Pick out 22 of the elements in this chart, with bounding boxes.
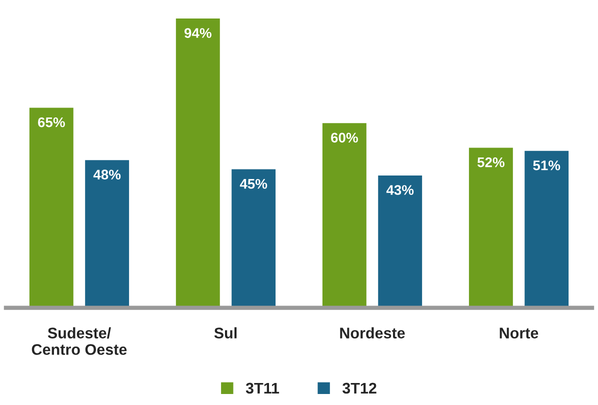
bar [85, 160, 130, 308]
legend-label: 3T11 [246, 382, 280, 394]
data-label: 94% [184, 28, 212, 38]
bar [524, 150, 569, 308]
data-label: 43% [386, 185, 414, 195]
x-tick-label: Norte [500, 328, 538, 338]
data-label: 48% [93, 170, 121, 180]
data-label: 52% [477, 157, 504, 168]
bar [378, 175, 422, 308]
bar [176, 18, 220, 308]
data-label: 45% [240, 178, 268, 189]
x-tick-label: Sul [214, 327, 237, 338]
bar [232, 169, 276, 308]
data-label: 60% [331, 132, 358, 143]
x-tick-label: Nordeste [340, 327, 405, 338]
legend-label: 3T12 [342, 382, 376, 394]
bar [29, 108, 74, 308]
data-label: 51% [533, 160, 560, 170]
x-tick-label: Sudeste/ Centro Oeste [32, 327, 127, 355]
data-label: 65% [38, 117, 65, 128]
bar [322, 123, 366, 308]
bar [468, 148, 513, 308]
